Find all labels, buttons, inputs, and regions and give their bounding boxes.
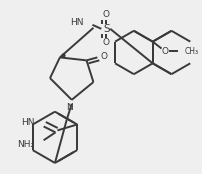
Text: O: O (161, 47, 168, 56)
Text: NH₂: NH₂ (17, 140, 34, 149)
Text: O: O (103, 38, 110, 47)
Text: S: S (103, 24, 109, 34)
Text: CH₃: CH₃ (184, 47, 198, 56)
Text: O: O (101, 52, 108, 61)
Text: N: N (66, 103, 73, 112)
Text: HN: HN (21, 118, 35, 127)
Text: HN: HN (70, 18, 84, 27)
Text: O: O (103, 10, 110, 19)
